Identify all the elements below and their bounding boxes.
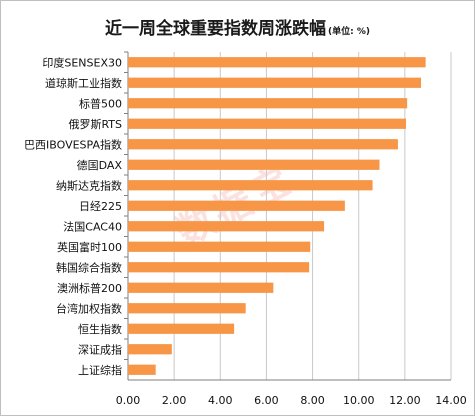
bar	[128, 303, 246, 314]
x-tick-label: 12.00	[389, 394, 421, 407]
category-label: 恒生指数	[78, 322, 122, 336]
category-label: 德国DAX	[77, 158, 123, 172]
category-label: 道琼斯工业指数	[45, 76, 122, 90]
bar	[128, 139, 398, 150]
bar	[128, 282, 274, 293]
category-label: 韩国综合指数	[56, 260, 122, 274]
bar	[128, 77, 422, 88]
bar	[128, 323, 235, 334]
bar	[128, 200, 345, 211]
category-label: 纳斯达克指数	[56, 178, 122, 192]
category-label: 印度SENSEX30	[42, 55, 122, 69]
bar	[128, 159, 380, 170]
bar	[128, 57, 426, 68]
bar	[128, 180, 373, 191]
category-label: 日经225	[79, 200, 122, 213]
bar	[128, 98, 408, 109]
bar	[128, 118, 407, 129]
bar	[128, 344, 172, 355]
chart-title: 近一周全球重要指数周涨跌幅 (单位: %)	[0, 14, 475, 39]
category-label: 上证综指	[78, 363, 122, 377]
bar	[128, 364, 156, 375]
category-label: 俄罗斯RTS	[68, 118, 122, 131]
category-label: 巴西IBOVESPA指数	[24, 137, 122, 151]
bar	[128, 262, 310, 273]
x-tick-label: 2.00	[162, 394, 187, 407]
unit-label: (单位: %)	[328, 27, 370, 37]
bar	[128, 221, 325, 232]
x-tick-label: 8.00	[300, 394, 325, 407]
category-label: 台湾加权指数	[56, 301, 122, 315]
title-text: 近一周全球重要指数周涨跌幅	[105, 19, 326, 39]
category-label: 英国富时100	[57, 240, 122, 254]
category-label: 法国CAC40	[63, 219, 122, 233]
category-label: 澳洲标普200	[57, 281, 122, 295]
category-label: 标普500	[79, 96, 122, 110]
category-label: 深证成指	[78, 342, 122, 356]
x-tick-label: 14.00	[435, 394, 467, 407]
x-tick-label: 10.00	[343, 394, 375, 407]
bar	[128, 241, 311, 252]
x-tick-label: 6.00	[254, 394, 279, 407]
x-tick-label: 0.00	[116, 394, 141, 407]
x-tick-label: 4.00	[208, 394, 233, 407]
